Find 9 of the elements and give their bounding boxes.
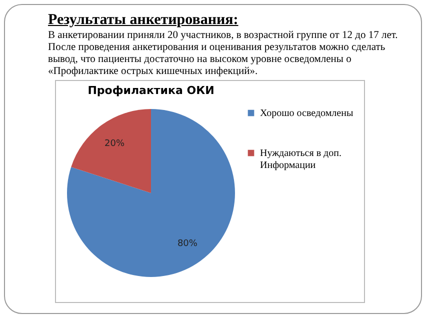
text: В анкетировании приняли 20 участников, в возрастной группе от 12 до 17 лет. После проведения анкетирования и оценивания результатов можно сделать вывод, что пациенты достаточно на высоком уровне осведомлены о «Профилактике острых кишечных инфекций». (48, 30, 399, 78)
legend-label: Хорошо осведомлены (260, 108, 354, 119)
data-label: 20% (104, 138, 125, 149)
pie-slice (71, 109, 151, 193)
data-label: 80% (177, 239, 198, 250)
pie-slice (67, 109, 235, 277)
text: Результаты анкетирования: (48, 12, 238, 29)
legend-label: Нуждаються в доп. Информации (260, 148, 342, 171)
chart-title: Профилактика ОКИ (88, 84, 214, 97)
